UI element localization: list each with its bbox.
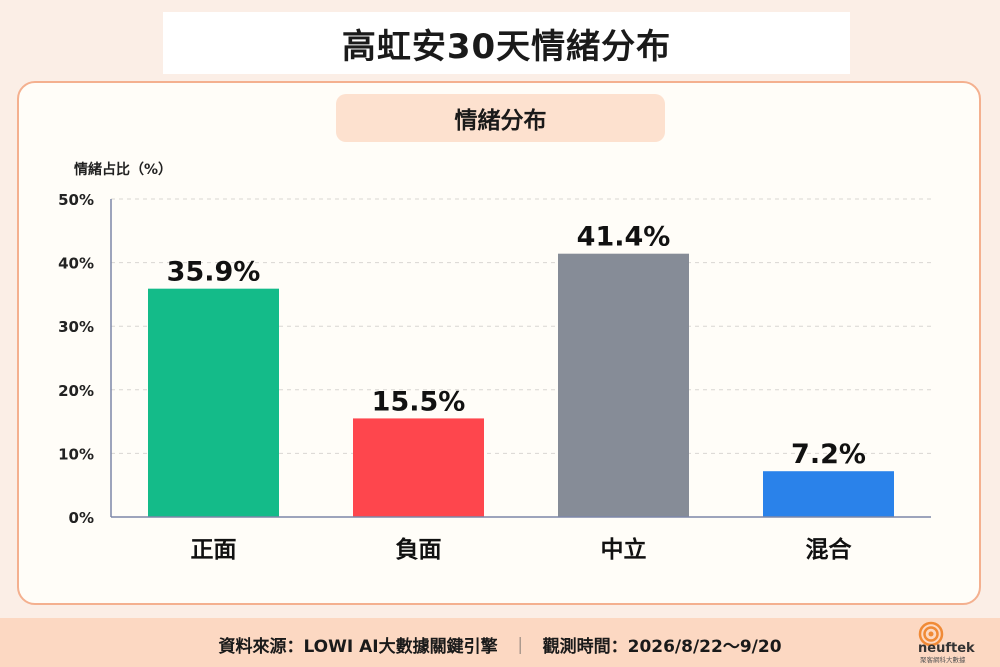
chart-subtitle-pill: 情緒分布 [336,94,665,142]
data-source-text: 資料來源：LOWI AI大數據關鍵引擎 [218,637,498,657]
logo-wordmark: neuftek [918,641,975,656]
bar [148,288,279,517]
bar-chart: 情緒占比（%） 35.9% 15.5% 41.4% 7.2% 0% 10% 20% 30% 4… [58,161,931,563]
data-label: 15.5% [372,386,466,417]
y-tick-label: 50% [58,191,94,209]
y-tick-label: 20% [58,382,94,400]
axes: 0% 10% 20% 30% 40% 50% 正面 負面 中立 混合 [58,191,931,563]
y-tick-label: 40% [58,255,94,273]
y-axis-label: 情緒占比（%） [74,161,172,178]
x-tick-label: 中立 [601,536,647,563]
bar [763,471,894,517]
title-banner: 高虹安30天情緒分布 [163,12,850,74]
concentric-circle-logo-icon [918,621,944,647]
logo-tagline: 聚客網科大數據 [920,655,966,664]
bar [353,418,484,517]
x-tick-label: 負面 [396,536,442,563]
footer-bar: 資料來源：LOWI AI大數據關鍵引擎 ｜ 觀測時間：2026/8/22～9/20 [0,618,1000,667]
y-tick-label: 30% [58,318,94,336]
y-tick-label: 0% [69,509,94,527]
neuftek-logo: neuftek 聚客網科大數據 [918,621,975,664]
bars: 35.9% 15.5% 41.4% 7.2% [148,222,894,518]
data-label: 7.2% [791,439,866,470]
data-label: 35.9% [167,257,261,288]
chart-subtitle: 情緒分布 [454,108,547,134]
x-tick-label: 正面 [191,537,237,563]
footer-separator: ｜ [511,637,529,657]
page-title: 高虹安30天情緒分布 [341,26,672,67]
y-tick-label: 10% [58,445,94,463]
x-tick-label: 混合 [806,536,853,563]
bar [558,253,689,518]
data-label: 41.4% [577,222,671,253]
observation-period-text: 觀測時間：2026/8/22～9/20 [542,637,782,657]
